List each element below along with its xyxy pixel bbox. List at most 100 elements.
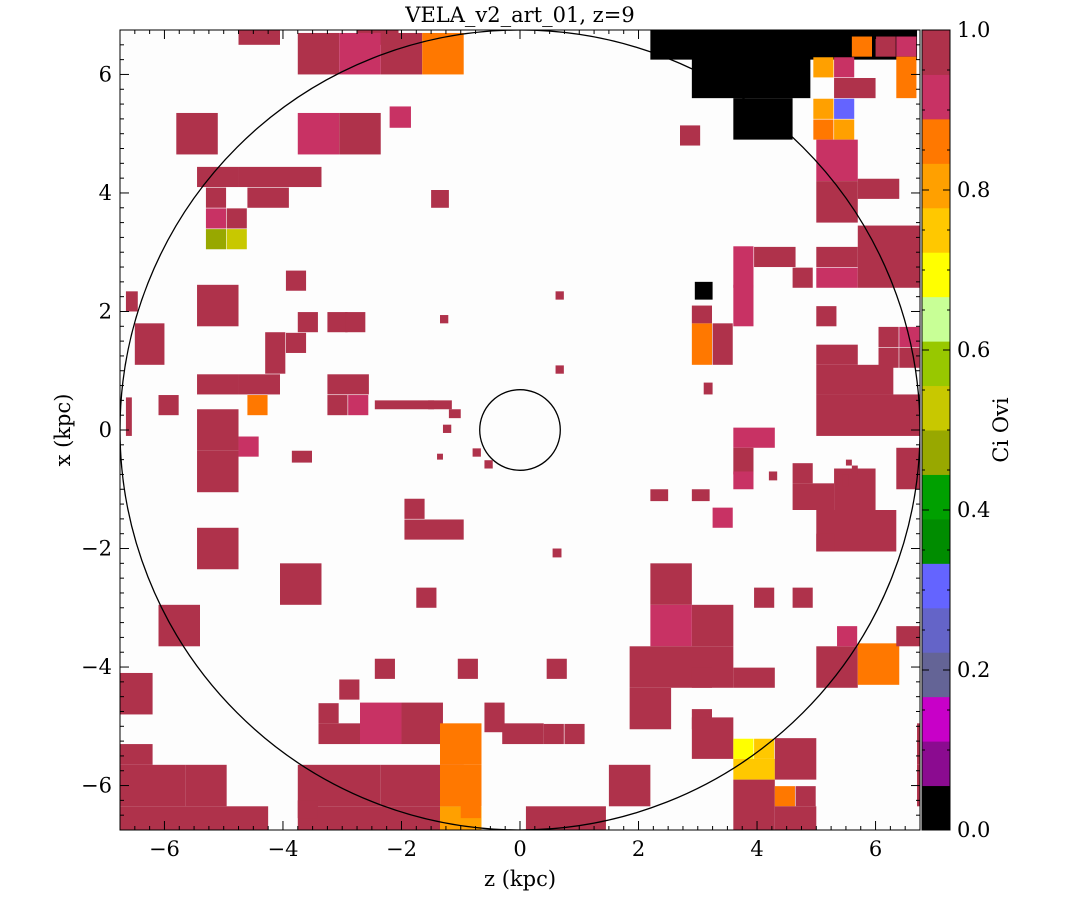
heatmap-cell xyxy=(428,400,452,410)
heatmap-cell xyxy=(816,139,858,182)
heatmap-cell xyxy=(834,57,855,78)
heatmap-cell xyxy=(339,679,360,700)
y-tick-label: 2 xyxy=(99,299,112,323)
y-axis: −6 −4 −2 0 2 4 6 xyxy=(81,29,920,831)
colorbar-segment xyxy=(922,430,950,475)
heatmap-cell xyxy=(816,364,894,395)
x-tick-label: −2 xyxy=(386,837,417,861)
heatmap-cell xyxy=(774,738,817,780)
colorbar-segment xyxy=(922,563,950,609)
heatmap-cell xyxy=(484,460,493,469)
heatmap-cell xyxy=(792,587,813,608)
heatmap-cell xyxy=(899,347,920,368)
heatmap-cell xyxy=(834,119,855,140)
heatmap-cell xyxy=(226,229,247,250)
colorbar-segment xyxy=(922,652,950,698)
heatmap-cell xyxy=(197,284,239,327)
heatmap-cell xyxy=(197,450,239,493)
heatmap-cell xyxy=(917,723,920,765)
colorbar-segment xyxy=(922,518,950,564)
heatmap-cell xyxy=(374,658,395,679)
colorbar-tick-label: 0.2 xyxy=(957,658,990,682)
heatmap-cell xyxy=(360,702,402,745)
heatmap-cell xyxy=(297,800,318,819)
y-tick-label: 0 xyxy=(99,418,112,442)
heatmap-cell xyxy=(125,397,132,436)
heatmap-cell xyxy=(460,798,481,819)
heatmap-cell xyxy=(851,465,858,475)
heatmap-cell xyxy=(680,125,701,146)
heatmap-cell xyxy=(703,382,713,395)
heatmap-cell xyxy=(754,246,796,268)
heatmap-cell xyxy=(380,32,423,75)
colorbar: 0.0 0.2 0.4 0.6 0.8 1.0 xyxy=(921,18,990,842)
heatmap-cell xyxy=(851,36,872,57)
x-axis-label: z (kpc) xyxy=(484,867,556,891)
heatmap-cell xyxy=(650,30,918,60)
heatmap-cell xyxy=(754,738,775,759)
heatmap-cell xyxy=(816,646,858,688)
heatmap-cell xyxy=(197,409,239,451)
heatmap-cell xyxy=(857,225,920,288)
colorbar-segment xyxy=(922,30,950,75)
heatmap-cell xyxy=(297,112,340,155)
heatmap-cell xyxy=(291,450,312,463)
heatmap-cell xyxy=(792,483,835,510)
heatmap-cell xyxy=(691,56,811,99)
heatmap-cell xyxy=(733,246,754,288)
chart-title: VELA_v2_art_01, z=9 xyxy=(404,3,634,27)
x-tick-label: 0 xyxy=(513,837,526,861)
heatmap-cell xyxy=(555,291,564,300)
heatmap-cell xyxy=(158,395,179,416)
heatmap-cell xyxy=(834,468,876,510)
heatmap-cell xyxy=(733,471,754,490)
plot-background xyxy=(120,30,920,830)
heatmap-cell xyxy=(555,365,564,374)
heatmap-cell xyxy=(857,178,900,199)
heatmap-cell xyxy=(896,56,917,99)
heatmap-cell xyxy=(564,723,585,745)
heatmap-cell xyxy=(608,764,651,807)
colorbar-tick-label: 0.4 xyxy=(957,498,990,522)
heatmap-cell xyxy=(327,374,369,395)
heatmap-cell xyxy=(774,806,817,830)
heatmap-cell xyxy=(226,208,247,229)
heatmap-cell xyxy=(813,98,834,119)
heatmap-cell xyxy=(733,98,793,140)
colorbar-segment xyxy=(922,118,950,164)
heatmap-cell xyxy=(502,723,544,745)
heatmap-cell xyxy=(834,98,855,119)
heatmap-cell xyxy=(896,447,920,490)
heatmap-cell xyxy=(297,312,318,333)
colorbar-segment xyxy=(922,785,950,831)
heatmap-cell xyxy=(280,563,322,605)
heatmap-cell xyxy=(339,112,381,155)
colorbar-tick-label: 0.6 xyxy=(957,338,990,362)
heatmap-cell xyxy=(238,166,280,188)
heatmap-cell xyxy=(327,395,348,416)
heatmap-cell xyxy=(457,658,478,679)
heatmap-cell xyxy=(185,764,227,807)
colorbar-segment xyxy=(922,296,950,342)
heatmap-cell xyxy=(650,489,669,502)
x-tick-label: 2 xyxy=(632,837,645,861)
heatmap-cell xyxy=(629,646,734,688)
heatmap-cell xyxy=(120,744,153,765)
heatmap-cell xyxy=(733,738,754,759)
heatmap-cell xyxy=(348,395,369,416)
heatmap-cell xyxy=(448,409,461,419)
inner-circle xyxy=(479,389,561,471)
heatmap-cell xyxy=(543,723,564,745)
heatmap-cell xyxy=(845,459,852,466)
heatmap-cell xyxy=(691,667,712,688)
heatmap-cell xyxy=(416,587,437,608)
heatmap-cell xyxy=(401,702,443,745)
heatmap-cell xyxy=(878,347,899,368)
heatmap-cell xyxy=(768,471,778,481)
heatmap-cell xyxy=(440,723,482,765)
heatmap-cell xyxy=(318,723,360,745)
heatmap-cell xyxy=(120,806,269,830)
colorbar-tick-label: 1.0 xyxy=(957,18,990,42)
heatmap-cell xyxy=(472,448,481,457)
